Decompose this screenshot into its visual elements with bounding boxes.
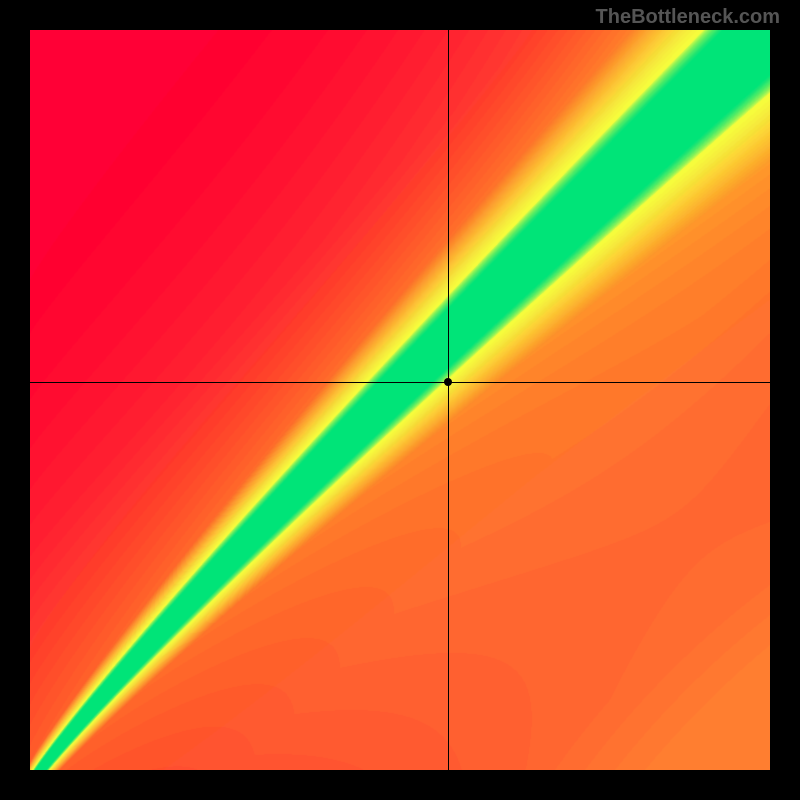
crosshair-horizontal — [30, 382, 770, 383]
chart-container: TheBottleneck.com — [0, 0, 800, 800]
heatmap-canvas — [30, 30, 770, 770]
plot-area — [30, 30, 770, 770]
crosshair-vertical — [448, 30, 449, 770]
crosshair-marker-dot — [444, 378, 452, 386]
watermark-text: TheBottleneck.com — [596, 6, 780, 29]
